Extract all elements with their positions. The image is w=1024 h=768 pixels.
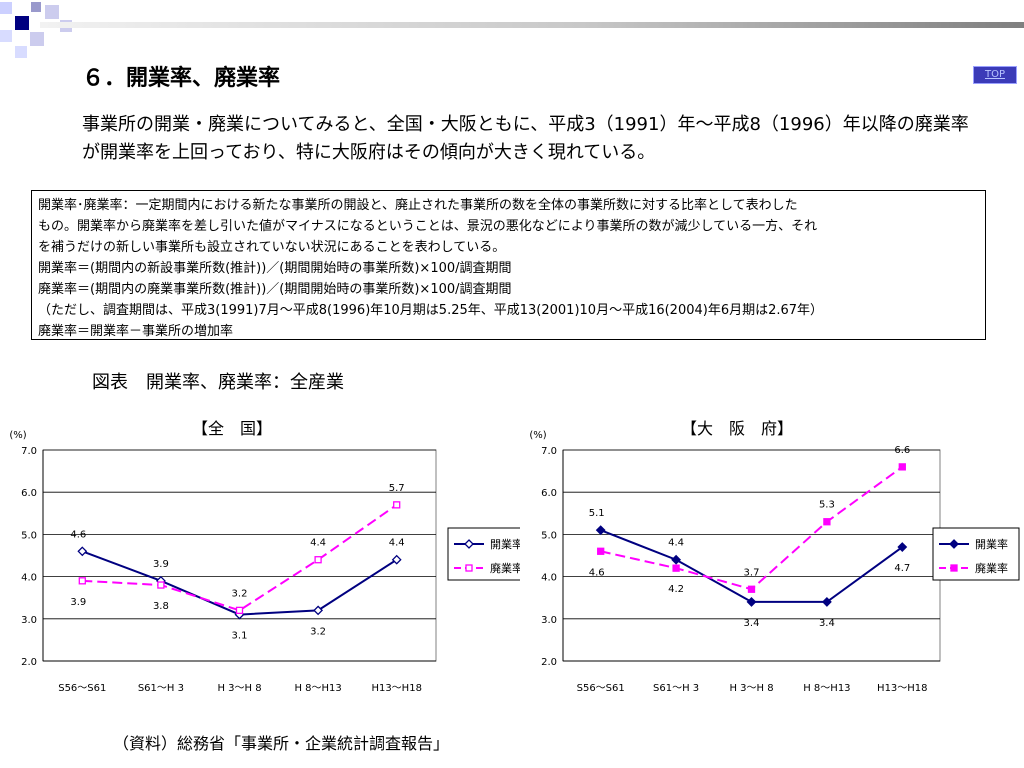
- plot-area: [42, 449, 437, 662]
- y-tick-label: 7.0: [21, 446, 37, 457]
- legend-label: 開業率: [975, 537, 1008, 551]
- data-point-close-rate: [78, 577, 86, 585]
- y-tick-label: 3.0: [21, 615, 37, 626]
- x-tick-label: S56～S61: [58, 683, 106, 694]
- x-tick-label: H13～H18: [371, 683, 422, 694]
- definition-line: 開業率･廃業率：一定期間内における新たな事業所の開設と、廃止された事業所の数を全…: [38, 198, 798, 213]
- legend-label: 廃業率: [975, 561, 1008, 575]
- data-point-open-rate: [746, 597, 757, 607]
- definition-line: を補うだけの新しい事業所も設立されていない状況にあることを表わしている。: [38, 240, 506, 255]
- data-point-close-rate: [898, 463, 906, 471]
- data-point-close-rate: [672, 564, 680, 572]
- definition-box: 開業率･廃業率：一定期間内における新たな事業所の開設と、廃止された事業所の数を全…: [31, 190, 986, 340]
- data-label: 3.4: [819, 618, 835, 629]
- y-tick-label: 2.0: [21, 657, 37, 668]
- data-point-open-rate: [897, 542, 908, 552]
- x-tick-label: H 8～H13: [803, 683, 850, 694]
- data-point-close-rate: [823, 518, 831, 526]
- series-line-close-rate: [82, 504, 398, 612]
- definition-line: （ただし、調査期間は、平成3(1991)7月～平成8(1996)年10月期は5.…: [38, 303, 824, 318]
- data-label: 4.4: [389, 538, 405, 549]
- data-point-close-rate: [235, 606, 244, 615]
- data-label: 4.4: [668, 538, 684, 549]
- data-point-close-rate: [597, 547, 605, 555]
- data-label: 3.7: [744, 567, 760, 578]
- data-label: 3.8: [153, 601, 169, 612]
- chart-title: 【大 阪 府】: [681, 419, 793, 438]
- data-label: 5.3: [819, 500, 835, 511]
- source-note: （資料）総務省「事業所・企業統計調査報告」: [113, 734, 450, 753]
- y-tick-label: 5.0: [21, 530, 37, 541]
- x-tick-label: S56～S61: [577, 683, 625, 694]
- y-tick-label: 6.0: [21, 488, 37, 499]
- data-point-close-rate: [747, 585, 756, 593]
- x-tick-label: S61～H 3: [653, 683, 699, 694]
- top-link-button[interactable]: TOP: [973, 66, 1017, 84]
- y-axis-unit: (%): [529, 430, 546, 441]
- data-point-open-rate: [77, 546, 88, 557]
- x-tick-label: H 8～H13: [294, 683, 341, 694]
- legend-label: 開業率: [490, 537, 520, 551]
- page-title: ６．開業率、廃業率: [82, 66, 281, 91]
- data-label: 3.9: [70, 597, 86, 608]
- data-label: 5.1: [589, 508, 605, 519]
- data-label: 3.1: [232, 631, 248, 642]
- data-point-open-rate: [671, 554, 682, 565]
- definition-line: 廃業率＝開業率－事業所の増加率: [38, 324, 234, 339]
- data-point-close-rate: [393, 501, 401, 509]
- data-point-open-rate: [821, 597, 832, 607]
- data-label: 3.4: [744, 618, 760, 629]
- definition-line: もの。開業率から廃業率を差し引いた値がマイナスになるということは、景況の悪化など…: [38, 219, 818, 234]
- y-tick-label: 6.0: [541, 488, 557, 499]
- definition-line: 開業率＝(期間内の新設事業所数(推計))／(期間開始時の事業所数)×100/調査…: [38, 261, 512, 276]
- legend-marker: [465, 564, 473, 572]
- data-label: 4.7: [894, 563, 910, 574]
- y-axis-unit: (%): [9, 430, 26, 441]
- data-point-close-rate: [157, 581, 165, 589]
- legend-box: [932, 527, 1020, 581]
- legend-marker: [464, 539, 474, 549]
- lead-paragraph: 事業所の開業・廃業についてみると、全国・大阪ともに、平成3（1991）年～平成8…: [82, 114, 969, 163]
- data-point-close-rate: [314, 556, 322, 564]
- chart-title: 【全 国】: [192, 419, 272, 438]
- figure-title: 図表 開業率、廃業率：全産業: [92, 372, 344, 393]
- data-label: 3.2: [310, 626, 326, 637]
- data-label: 4.6: [589, 567, 605, 578]
- data-point-open-rate: [313, 605, 324, 616]
- data-label: 3.9: [153, 559, 169, 570]
- y-tick-label: 2.0: [541, 657, 557, 668]
- x-tick-label: S61～H 3: [138, 683, 184, 694]
- legend-label: 廃業率: [490, 561, 520, 575]
- legend-box: [447, 527, 520, 581]
- data-label: 3.2: [232, 588, 248, 599]
- x-tick-label: H 3～H 8: [217, 683, 261, 694]
- x-tick-label: H 3～H 8: [729, 683, 773, 694]
- definition-line: 廃業率＝(期間内の廃業事業所数(推計))／(期間開始時の事業所数)×100/調査…: [38, 282, 512, 297]
- data-label: 4.6: [70, 529, 86, 540]
- data-point-open-rate: [595, 525, 606, 536]
- y-tick-label: 4.0: [541, 573, 557, 584]
- data-label: 4.4: [310, 538, 326, 549]
- y-tick-label: 5.0: [541, 530, 557, 541]
- y-tick-label: 4.0: [21, 573, 37, 584]
- y-tick-label: 3.0: [541, 615, 557, 626]
- x-tick-label: H13～H18: [877, 683, 928, 694]
- y-tick-label: 7.0: [541, 446, 557, 457]
- data-label: 4.2: [668, 584, 684, 595]
- legend-marker: [950, 564, 958, 572]
- chart-osaka: 【大 阪 府】 (%) 7.0 6.0 5.0 4.0 3.0 2.0 S56～S61 S61～H…: [529, 419, 1020, 694]
- legend-marker: [949, 539, 959, 549]
- data-label: 6.6: [894, 445, 910, 456]
- data-label: 5.7: [389, 483, 405, 494]
- data-point-open-rate: [391, 554, 402, 565]
- chart-national: 【全 国】 (%) 7.0 6.0 5.0 4.0 3.0 2.0 S56～S61 S61～H 3…: [9, 419, 520, 694]
- header-bar: [40, 22, 1024, 28]
